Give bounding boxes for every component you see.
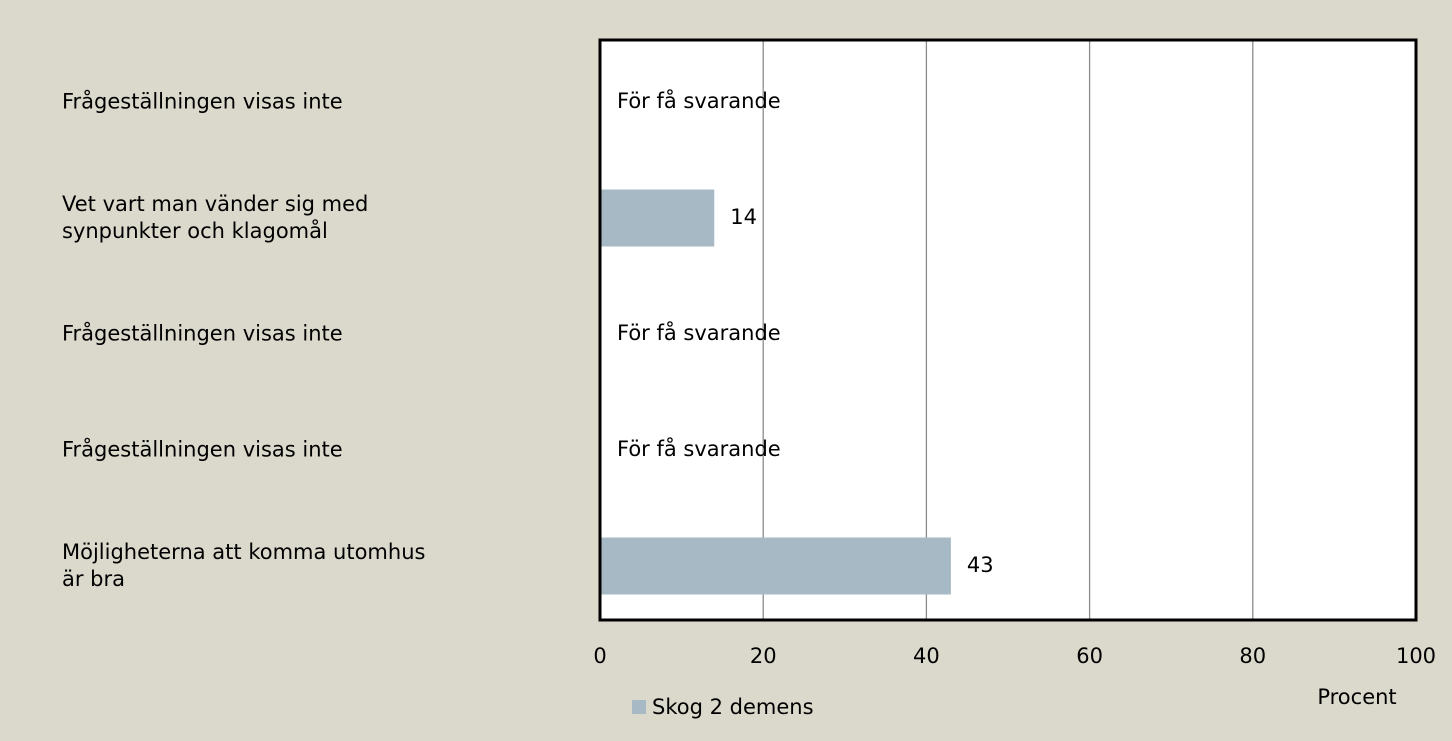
data-label: 43 (967, 553, 994, 577)
x-tick-label: 100 (1396, 644, 1436, 668)
y-tick-label: Frågeställningen visas inte (62, 89, 343, 114)
legend-label: Skog 2 demens (652, 695, 814, 719)
y-tick-label: Möjligheterna att komma utomhus är bra (62, 540, 426, 591)
y-tick-label: Frågeställningen visas inte (62, 437, 343, 462)
y-tick-label: Frågeställningen visas inte (62, 321, 343, 346)
legend-swatch (632, 700, 646, 714)
bar (600, 189, 715, 247)
plot-area (600, 40, 1416, 620)
x-tick-label: 60 (1076, 644, 1103, 668)
bar (600, 537, 951, 595)
data-label: För få svarande (617, 320, 781, 345)
x-tick-label: 20 (750, 644, 777, 668)
data-label: För få svarande (617, 436, 781, 461)
x-tick-label: 80 (1239, 644, 1266, 668)
data-label: För få svarande (617, 88, 781, 113)
x-tick-label: 0 (593, 644, 606, 668)
x-axis-label: Procent (1317, 685, 1396, 709)
x-tick-label: 40 (913, 644, 940, 668)
data-label: 14 (730, 205, 757, 229)
plot-frame (598, 38, 1418, 622)
y-tick-label: Vet vart man vänder sig med synpunkter o… (62, 192, 369, 243)
